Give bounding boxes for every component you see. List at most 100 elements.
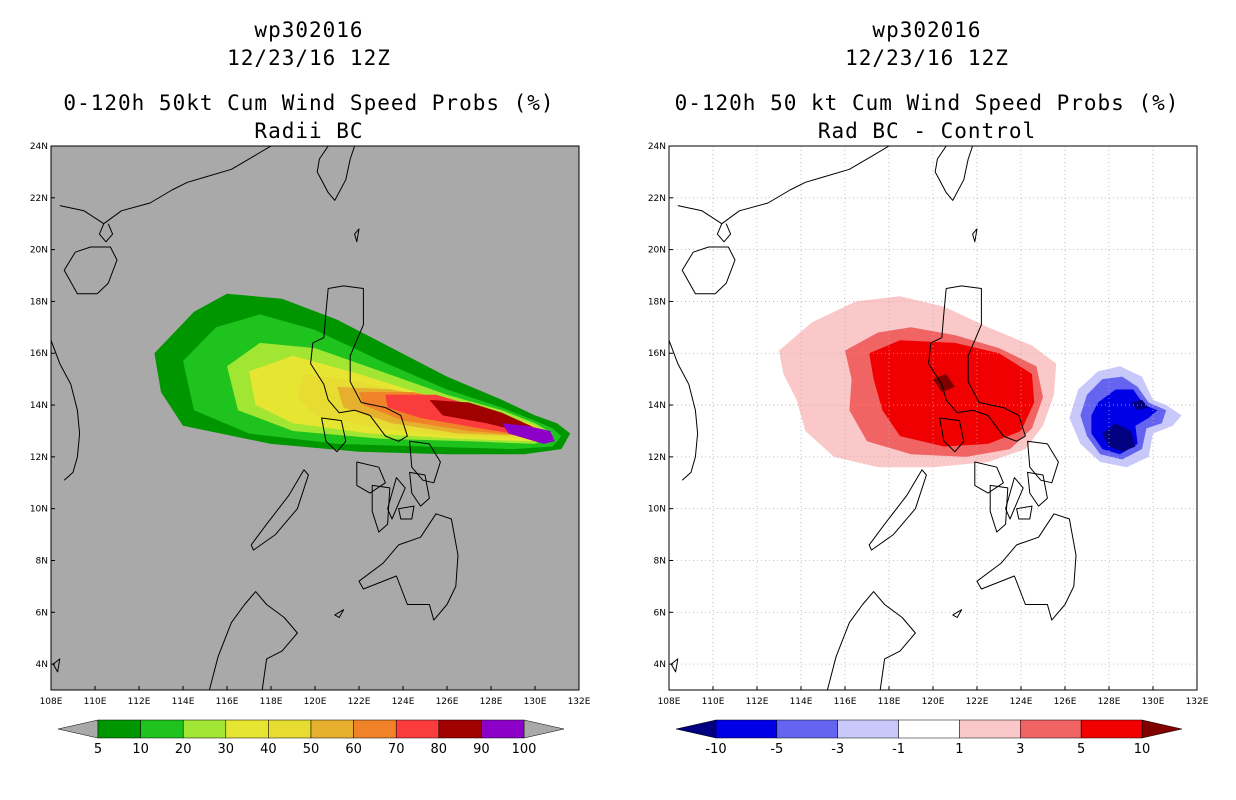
island-natuna bbox=[670, 658, 679, 673]
grid-lines bbox=[669, 146, 1197, 690]
colorbar-swatch bbox=[481, 719, 525, 739]
colorbar-under-arrow bbox=[57, 719, 99, 739]
island-batanes bbox=[972, 228, 978, 243]
x-tick-label: 126E bbox=[1054, 697, 1077, 707]
y-tick-label: 22N bbox=[648, 194, 666, 204]
y-tick-label: 8N bbox=[36, 556, 48, 566]
coast-leizhou bbox=[98, 223, 114, 243]
storm-id-title: wp302016 bbox=[872, 18, 982, 42]
y-tick-label: 16N bbox=[30, 349, 48, 359]
y-tick-label: 8N bbox=[654, 556, 666, 566]
colorbar-label: -10 bbox=[705, 742, 726, 757]
x-tick-label: 132E bbox=[1186, 697, 1209, 707]
colorbar-label: 60 bbox=[345, 742, 362, 757]
y-tick-label: 20N bbox=[30, 246, 48, 256]
colorbar-label: 5 bbox=[1077, 742, 1085, 757]
x-tick-label: 128E bbox=[480, 697, 503, 707]
colorbar: -10 -5 -3 -1 1 3 5 10 bbox=[675, 719, 1183, 757]
x-tick-label: 120E bbox=[922, 697, 945, 707]
island-taiwan bbox=[316, 146, 356, 201]
colorbar-swatch bbox=[837, 719, 899, 739]
island-palawan bbox=[250, 469, 309, 551]
colorbar-label: -5 bbox=[770, 742, 783, 757]
island-negros bbox=[989, 484, 1009, 533]
coast-vietnam bbox=[51, 340, 81, 481]
colorbar-swatch bbox=[97, 719, 141, 739]
island-hainan bbox=[63, 246, 118, 295]
contour-level-5 bbox=[869, 340, 1035, 447]
chart-panel-left: wp302016 12/23/16 12Z 0-120h 50kt Cum Wi… bbox=[30, 18, 591, 757]
x-tick-label: 128E bbox=[1098, 697, 1121, 707]
storm-id-title: wp302016 bbox=[254, 18, 364, 42]
x-tick-label: 114E bbox=[790, 697, 813, 707]
y-tick-label: 18N bbox=[648, 297, 666, 307]
y-tick-label: 12N bbox=[30, 453, 48, 463]
y-tick-label: 22N bbox=[30, 194, 48, 204]
colorbar-label: 90 bbox=[473, 742, 490, 757]
island-cebu bbox=[387, 477, 406, 520]
y-tick-label: 20N bbox=[648, 246, 666, 256]
chart-panel-right: wp302016 12/23/16 12Z 0-120h 50 kt Cum W… bbox=[618, 0, 1236, 800]
island-taiwan bbox=[934, 146, 974, 201]
coastlines bbox=[669, 146, 1077, 690]
colorbar-swatch bbox=[1080, 719, 1143, 739]
y-tick-label: 12N bbox=[648, 453, 666, 463]
coast-borneo bbox=[826, 591, 916, 690]
island-bohol bbox=[398, 505, 415, 520]
y-tick-label: 6N bbox=[36, 608, 48, 618]
x-tick-label: 116E bbox=[834, 697, 857, 707]
x-tick-label: 120E bbox=[304, 697, 327, 707]
colorbar-swatch bbox=[353, 719, 397, 739]
colorbar-swatch bbox=[959, 719, 1021, 739]
x-tick-label: 118E bbox=[260, 697, 283, 707]
y-tick-label: 4N bbox=[36, 660, 48, 670]
y-tick-label: 24N bbox=[648, 142, 666, 152]
x-tick-label: 108E bbox=[658, 697, 681, 707]
island-sulu bbox=[334, 609, 345, 618]
colorbar-swatch bbox=[225, 719, 269, 739]
y-tick-label: 10N bbox=[648, 505, 666, 515]
colorbar-label: 50 bbox=[303, 742, 320, 757]
colorbar-label: 70 bbox=[388, 742, 405, 757]
colorbar-swatch bbox=[1020, 719, 1082, 739]
island-samar bbox=[1027, 440, 1059, 484]
difference-map: 108E 110E 112E 114E 116E 118E 120E 122E 124E 126E… bbox=[648, 142, 1209, 757]
x-tick-label: 118E bbox=[878, 697, 901, 707]
contour-level-90 bbox=[502, 423, 555, 444]
colorbar-label: 10 bbox=[132, 742, 149, 757]
island-leyte bbox=[1027, 471, 1048, 507]
island-negros bbox=[371, 484, 391, 533]
island-hainan bbox=[681, 246, 736, 295]
colorbar-under-arrow bbox=[675, 719, 717, 739]
colorbar-label: -3 bbox=[831, 742, 844, 757]
y-tick-label: 14N bbox=[648, 401, 666, 411]
island-luzon bbox=[310, 285, 408, 442]
colorbar-label: 1 bbox=[955, 742, 963, 757]
island-bohol bbox=[1016, 505, 1033, 520]
colorbar-swatch bbox=[898, 719, 960, 739]
colorbar-swatch bbox=[268, 719, 312, 739]
island-luzon bbox=[928, 285, 1026, 442]
colorbar-label: -1 bbox=[892, 742, 905, 757]
island-mindanao bbox=[358, 513, 459, 621]
island-batanes bbox=[354, 228, 360, 243]
x-tick-label: 124E bbox=[392, 697, 415, 707]
contour-level-neg10 bbox=[1131, 399, 1149, 411]
x-tick-label: 122E bbox=[348, 697, 371, 707]
island-panay bbox=[356, 461, 386, 494]
colorbar-swatch bbox=[395, 719, 440, 739]
x-tick-label: 122E bbox=[966, 697, 989, 707]
y-tick-label: 6N bbox=[654, 608, 666, 618]
colorbar-over-arrow bbox=[1141, 719, 1183, 739]
y-tick-label: 18N bbox=[30, 297, 48, 307]
colorbar-swatch bbox=[438, 719, 482, 739]
colorbar-swatch bbox=[140, 719, 184, 739]
colorbar-label: 3 bbox=[1016, 742, 1024, 757]
colorbar-label: 30 bbox=[218, 742, 235, 757]
date-title: 12/23/16 12Z bbox=[227, 46, 391, 70]
colorbar-label: 10 bbox=[1134, 742, 1151, 757]
colorbar-over-arrow bbox=[523, 719, 565, 739]
x-tick-label: 108E bbox=[40, 697, 63, 707]
y-tick-label: 14N bbox=[30, 401, 48, 411]
date-title: 12/23/16 12Z bbox=[845, 46, 1009, 70]
